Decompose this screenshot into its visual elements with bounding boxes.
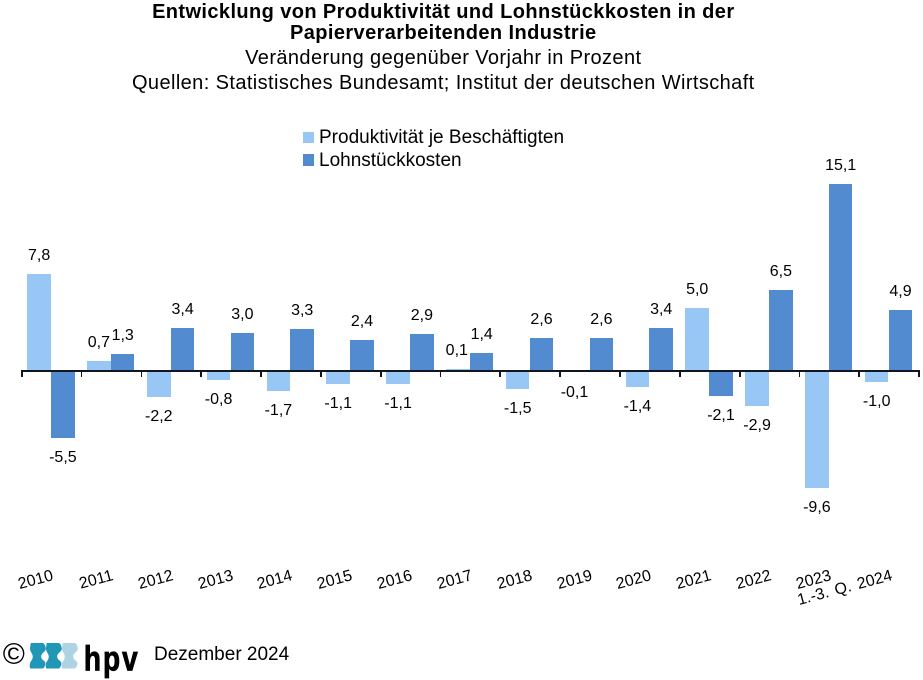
svg-text:hpv: hpv [84,638,140,678]
